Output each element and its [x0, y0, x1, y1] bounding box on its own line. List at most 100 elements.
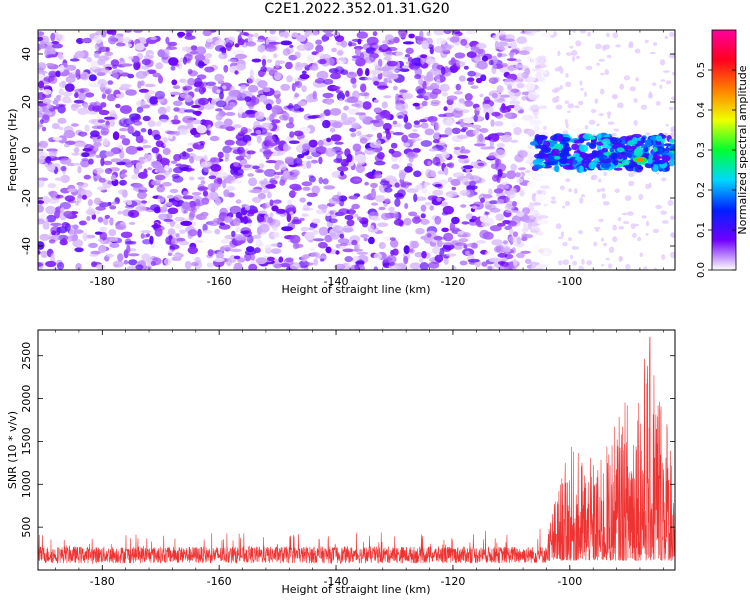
heatmap-cell	[92, 167, 104, 175]
heatmap-cell	[543, 250, 549, 256]
heatmap-cell	[339, 245, 346, 250]
heatmap-cell	[267, 36, 279, 41]
heatmap-cell	[228, 90, 239, 97]
heatmap-cell	[175, 224, 184, 229]
heatmap-cell	[264, 168, 276, 177]
heatmap-cell	[214, 45, 226, 52]
heatmap-cell	[480, 197, 485, 204]
heatmap-cell	[516, 36, 528, 44]
heatmap-cell	[579, 30, 587, 34]
heatmap-cell	[301, 85, 307, 93]
heatmap-cell	[489, 225, 502, 232]
heatmap-cell	[516, 72, 524, 80]
heatmap-cell	[39, 233, 50, 241]
heatmap-cell	[60, 187, 71, 194]
heatmap-cell	[420, 57, 426, 65]
heatmap-cell	[485, 211, 490, 215]
heatmap-cell	[140, 230, 152, 234]
heatmap-cell	[164, 165, 170, 171]
heatmap-cell	[632, 232, 637, 238]
heatmap-cell	[310, 159, 319, 164]
heatmap-cell	[662, 70, 670, 73]
heatmap-cell	[533, 256, 543, 263]
heatmap-cell	[669, 251, 675, 259]
heatmap-cell	[126, 265, 137, 270]
heatmap-cell	[493, 188, 504, 194]
heatmap-cell	[253, 120, 261, 130]
heatmap-cell	[352, 248, 364, 252]
heatmap-cell	[141, 58, 152, 66]
heatmap-cell	[590, 175, 595, 181]
heatmap-cell	[125, 145, 138, 155]
heatmap-cell	[609, 147, 615, 153]
heatmap-cell	[334, 263, 346, 270]
heatmap-cell	[572, 159, 578, 165]
heatmap-cell	[151, 147, 160, 154]
heatmap-cell	[113, 264, 119, 268]
heatmap-cell	[78, 182, 83, 190]
heatmap-cell	[103, 116, 116, 120]
heatmap-cell	[259, 94, 268, 103]
heatmap-cell	[259, 223, 270, 233]
heatmap-cell	[98, 177, 106, 183]
heatmap-cell	[404, 122, 412, 130]
heatmap-cell	[104, 168, 113, 174]
heatmap-cell	[256, 213, 265, 223]
heatmap-cell	[390, 239, 399, 248]
heatmap-cell	[639, 252, 643, 257]
heatmap-cell	[103, 124, 111, 129]
heatmap-cell	[172, 85, 181, 89]
heatmap-cell	[167, 41, 178, 47]
heatmap-cell	[564, 200, 571, 206]
heatmap-cell	[370, 215, 381, 222]
heatmap-cell	[513, 127, 522, 135]
heatmap-cell	[588, 143, 597, 149]
heatmap-cell	[314, 78, 325, 84]
heatmap-cell	[442, 242, 454, 246]
heatmap-cell	[76, 195, 82, 204]
heatmap-cell	[420, 54, 428, 59]
heatmap-cell	[38, 204, 44, 213]
heatmap-cell	[442, 245, 452, 252]
heatmap-cell	[167, 252, 173, 256]
y-tick-label: -20	[20, 189, 33, 207]
heatmap-cell	[245, 41, 257, 47]
heatmap-cell	[167, 121, 173, 125]
heatmap-cell	[604, 69, 610, 76]
heatmap-cell	[213, 258, 225, 263]
heatmap-cell	[317, 204, 328, 210]
heatmap-cell	[203, 103, 215, 110]
heatmap-cell	[353, 178, 361, 182]
heatmap-cell	[352, 83, 357, 89]
heatmap-cell	[354, 263, 359, 270]
heatmap-cell	[584, 91, 587, 98]
heatmap-cell	[213, 178, 221, 185]
heatmap-cell	[365, 68, 370, 77]
heatmap-cell	[597, 133, 602, 139]
heatmap-cell	[555, 95, 560, 100]
heatmap-cell	[497, 169, 503, 177]
heatmap-cell	[286, 75, 293, 83]
heatmap-cell	[179, 152, 190, 160]
heatmap-cell	[641, 144, 647, 149]
heatmap-cell	[271, 225, 278, 231]
heatmap-cell	[185, 32, 192, 37]
heatmap-cell	[56, 226, 68, 234]
snr-series-line	[38, 336, 675, 565]
heatmap-cell	[494, 132, 505, 136]
heatmap-cell	[434, 254, 444, 263]
heatmap-cell	[392, 120, 398, 125]
heatmap-cell	[249, 69, 254, 77]
heatmap-cell	[135, 162, 143, 170]
heatmap-cell	[518, 167, 526, 171]
heatmap-cell	[274, 171, 284, 176]
heatmap-cell	[667, 199, 674, 206]
heatmap-cell	[402, 65, 410, 69]
heatmap-cell	[141, 200, 148, 204]
heatmap-cell	[654, 160, 666, 165]
heatmap-cell	[324, 234, 333, 243]
heatmap-cell	[50, 222, 62, 227]
heatmap-cell	[429, 205, 435, 211]
heatmap-cell	[195, 198, 201, 207]
heatmap-cell	[91, 261, 97, 268]
